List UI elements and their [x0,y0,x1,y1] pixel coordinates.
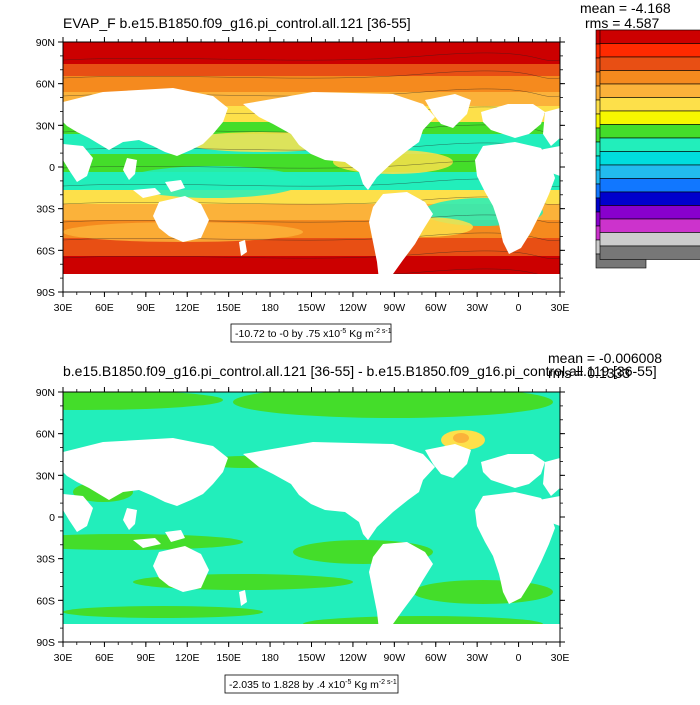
colorbar: 43.22.41.60.80-0.8-1.6-2.4-3.2-4 [599,29,700,260]
anomaly-patch [63,606,263,618]
colorbar-swatch [599,43,700,58]
lon-label: 180 [261,302,279,314]
colorbar-swatch [599,56,700,71]
lat-label: 30S [36,204,55,216]
lat-label: 0 [49,162,55,174]
anomaly-patch [233,392,553,418]
lat-label: 60S [36,245,55,257]
lon-label: 60W [425,652,447,664]
lon-label: 30E [551,652,570,664]
lat-label: 0 [49,512,55,524]
contour-line [63,70,560,79]
anomaly-patch [63,392,223,410]
lat-label: 60N [36,429,55,441]
lon-label: 120E [175,652,200,664]
colorbar-swatch [599,151,700,166]
lon-label: 60W [425,302,447,314]
lat-label: 30N [36,120,55,132]
colorbar-swatch [599,178,700,193]
lat-label: 90N [36,37,55,49]
lon-label: 150E [216,652,241,664]
lon-label: 180 [261,652,279,664]
rms-stat: rms = 0.1333 [548,365,630,381]
map-plot [63,392,560,642]
ocean-band [63,256,560,270]
mean-stat: mean = -0.006008 [548,350,662,366]
lat-label: 90S [36,287,55,299]
colorbar-swatch [599,137,700,152]
colorbar-swatch [599,110,700,125]
colorbar-swatch [599,218,700,233]
lon-label: 0 [516,652,522,664]
lat-label: 60N [36,79,55,91]
ocean-band [63,64,560,76]
ocean-band [63,238,560,256]
panel-title: b.e15.B1850.f09_g16.pi_control.all.121 [… [63,363,657,379]
colorbar-swatch [599,232,700,247]
lon-label: 120W [339,302,367,314]
lon-label: 150W [298,302,326,314]
lon-label: 30E [54,652,73,664]
panel-title: EVAP_F b.e15.B1850.f09_g16.pi_control.al… [63,15,411,31]
ocean-band [63,76,560,92]
lon-label: 150W [298,652,326,664]
lat-label: 60S [36,595,55,607]
subtitle-text: -10.72 to -0 by .75 x10-5 Kg m-2 s-1 [235,328,392,340]
lon-label: 30W [466,302,488,314]
lon-label: 90W [384,652,406,664]
anomaly-patch [413,580,553,604]
panel-difference: b.e15.B1850.f09_g16.pi_control.all.121 [… [36,29,700,694]
mean-stat: mean = -4.168 [580,0,671,16]
lon-label: 60E [95,652,114,664]
subtitle-text: -2.035 to 1.828 by .4 x10-5 Kg m-2 s-1 [229,679,397,691]
map-axes: 90N 60N 30N 0 30S 60S 90S 30E 60E 90E 120E 150E 180 1… [36,37,570,314]
lon-label: 120E [175,302,200,314]
lon-label: 30W [466,652,488,664]
lat-label: 30S [36,554,55,566]
anomaly-patch [63,534,243,550]
map-plot [63,42,560,292]
colorbar-swatch [599,245,700,260]
colorbar-swatch [599,70,700,85]
lon-label: 30E [551,302,570,314]
contour-line [63,52,560,61]
lon-label: 90E [136,302,155,314]
colorbar-swatch [599,97,700,112]
subtitle-box: -10.72 to -0 by .75 x10-5 Kg m-2 s-1 [230,323,392,343]
lat-label: 90N [36,387,55,399]
lon-label: 90W [384,302,406,314]
colorbar-swatch [599,29,700,44]
rms-stat: rms = 4.587 [585,15,660,31]
lon-label: 150E [216,302,241,314]
lon-label: 60E [95,302,114,314]
subtitle-box: -2.035 to 1.828 by .4 x10-5 Kg m-2 s-1 [224,674,399,694]
colorbar-swatch [599,191,700,206]
lat-label: 90S [36,637,55,649]
colorbar-swatch [599,83,700,98]
lat-label: 30N [36,470,55,482]
lon-label: 120W [339,652,367,664]
lon-label: 90E [136,652,155,664]
lon-label: 30E [54,302,73,314]
anomaly-patch-positive [453,433,469,443]
map-axes: 90N 60N 30N 0 30S 60S 90S 30E 60E 90E 120E 150E 180 1… [36,387,570,664]
colorbar-swatch [599,124,700,139]
colorbar-swatch [599,164,700,179]
ocean-patch [123,166,303,198]
panel-evap: EVAP_F b.e15.B1850.f09_g16.pi_control.al… [36,0,680,343]
lon-label: 0 [516,302,522,314]
colorbar-swatch [599,205,700,220]
